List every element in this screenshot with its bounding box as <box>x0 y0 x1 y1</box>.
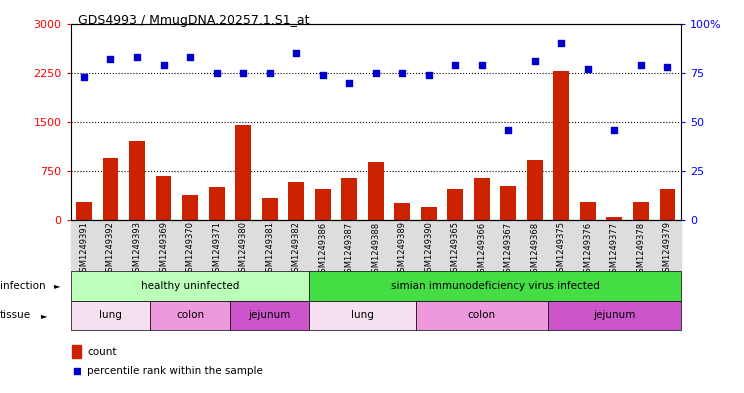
Bar <box>341 178 357 220</box>
Bar <box>71 301 150 330</box>
Point <box>78 73 90 80</box>
Point <box>397 70 408 76</box>
Point <box>184 54 196 60</box>
Point <box>502 127 514 133</box>
Point <box>343 79 355 86</box>
Text: ►: ► <box>41 311 48 320</box>
Point <box>609 127 620 133</box>
Point <box>211 70 222 76</box>
Bar <box>447 189 464 220</box>
Point <box>423 72 434 78</box>
Text: healthy uninfected: healthy uninfected <box>141 281 240 291</box>
Bar <box>235 125 251 220</box>
Point <box>71 367 83 374</box>
Text: colon: colon <box>468 310 496 320</box>
Bar <box>103 158 118 220</box>
Bar <box>527 160 543 220</box>
Text: lung: lung <box>351 310 374 320</box>
Point <box>635 62 647 68</box>
Point <box>529 58 541 64</box>
Text: tissue: tissue <box>0 310 31 320</box>
Text: jejunum: jejunum <box>593 310 635 320</box>
Bar <box>71 271 310 301</box>
Bar <box>580 202 596 220</box>
Bar <box>310 271 681 301</box>
Point <box>556 40 568 46</box>
Bar <box>394 203 410 220</box>
Text: ►: ► <box>54 281 61 290</box>
Point <box>370 70 382 76</box>
Point <box>476 62 488 68</box>
Bar <box>288 182 304 220</box>
Text: jejunum: jejunum <box>248 310 291 320</box>
Point <box>582 66 594 72</box>
Text: infection: infection <box>0 281 45 291</box>
Point <box>158 62 170 68</box>
Point <box>661 64 673 70</box>
Bar <box>208 187 225 220</box>
Point <box>317 72 329 78</box>
Bar <box>129 141 145 220</box>
Bar <box>421 207 437 220</box>
Bar <box>310 301 415 330</box>
Bar <box>501 186 516 220</box>
Point <box>449 62 461 68</box>
Point <box>290 50 302 56</box>
Text: percentile rank within the sample: percentile rank within the sample <box>87 366 263 376</box>
Bar <box>554 72 569 220</box>
Bar <box>368 162 384 220</box>
Bar <box>415 301 548 330</box>
Bar <box>474 178 490 220</box>
Point <box>131 54 143 60</box>
Bar <box>633 202 649 220</box>
Bar <box>548 301 681 330</box>
Text: colon: colon <box>176 310 204 320</box>
Bar <box>76 202 92 220</box>
Bar <box>659 189 676 220</box>
Text: GDS4993 / MmugDNA.20257.1.S1_at: GDS4993 / MmugDNA.20257.1.S1_at <box>78 14 310 27</box>
Bar <box>315 189 330 220</box>
Bar <box>155 176 171 220</box>
Text: lung: lung <box>99 310 122 320</box>
Bar <box>150 301 230 330</box>
Text: simian immunodeficiency virus infected: simian immunodeficiency virus infected <box>391 281 600 291</box>
Bar <box>262 198 278 220</box>
Point <box>104 56 116 62</box>
Point <box>263 70 275 76</box>
Text: count: count <box>87 347 117 357</box>
Bar <box>182 195 198 220</box>
Bar <box>606 217 623 220</box>
Point <box>237 70 249 76</box>
Bar <box>230 301 310 330</box>
